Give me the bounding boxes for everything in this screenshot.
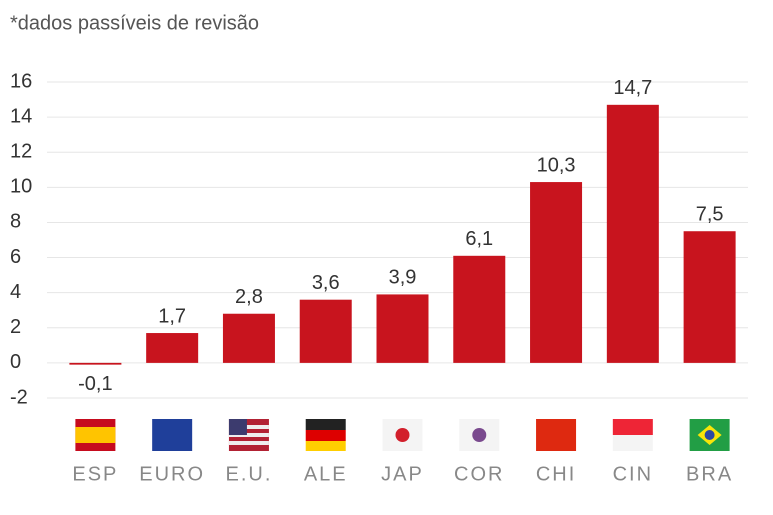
chart-subtitle: *dados passíveis de revisão bbox=[10, 12, 259, 34]
value-label: 14,7 bbox=[613, 77, 652, 99]
flag-icon bbox=[612, 419, 653, 435]
y-tick-label: 4 bbox=[10, 281, 21, 303]
x-tick-label: EURO bbox=[139, 463, 205, 485]
y-tick-label: 12 bbox=[10, 141, 32, 163]
y-tick-label: 8 bbox=[10, 211, 21, 233]
flag-icon bbox=[395, 428, 410, 442]
value-label: 3,6 bbox=[312, 272, 340, 294]
x-tick-label: CHI bbox=[536, 463, 576, 485]
flag-icon bbox=[228, 419, 247, 435]
value-label: 1,7 bbox=[158, 305, 186, 327]
flag-icon bbox=[305, 419, 346, 430]
value-label: 3,9 bbox=[389, 267, 417, 289]
flag-icon bbox=[228, 441, 269, 445]
x-tick-label: BRA bbox=[686, 463, 733, 485]
x-tick-label: ALE bbox=[304, 463, 348, 485]
y-tick-label: 0 bbox=[10, 351, 21, 373]
flag-icon bbox=[612, 435, 653, 451]
bar bbox=[376, 294, 429, 363]
bar bbox=[530, 182, 583, 363]
y-tick-label: 14 bbox=[10, 105, 32, 127]
bar bbox=[453, 255, 506, 363]
bar bbox=[299, 299, 352, 363]
flag-icon bbox=[305, 441, 346, 451]
y-tick-label: 16 bbox=[10, 70, 32, 92]
flag-icon bbox=[75, 427, 116, 443]
flag-icon bbox=[228, 425, 269, 429]
flag-icon bbox=[704, 430, 715, 440]
bar bbox=[683, 231, 736, 363]
value-label: 10,3 bbox=[537, 154, 576, 176]
bar bbox=[606, 104, 659, 363]
flag-icon bbox=[472, 428, 487, 442]
flag-icon bbox=[152, 419, 193, 451]
flag-icon bbox=[305, 430, 346, 441]
x-tick-label: E.U. bbox=[225, 463, 272, 485]
value-label: 6,1 bbox=[465, 228, 493, 250]
bar bbox=[146, 333, 199, 363]
x-tick-label: JAP bbox=[381, 463, 424, 485]
y-tick-label: 2 bbox=[10, 316, 21, 338]
x-tick-label: ESP bbox=[72, 463, 118, 485]
y-tick-label: -2 bbox=[10, 386, 28, 408]
value-label: 7,5 bbox=[696, 204, 724, 226]
y-tick-label: 10 bbox=[10, 176, 32, 198]
x-tick-label: COR bbox=[454, 463, 504, 485]
flag-icon bbox=[228, 433, 269, 437]
bar bbox=[222, 313, 275, 363]
bar bbox=[69, 362, 122, 365]
value-label: -0,1 bbox=[78, 373, 112, 395]
x-tick-label: CIN bbox=[613, 463, 653, 485]
y-tick-label: 6 bbox=[10, 246, 21, 268]
value-label: 2,8 bbox=[235, 286, 263, 308]
flag-icon bbox=[536, 419, 577, 451]
